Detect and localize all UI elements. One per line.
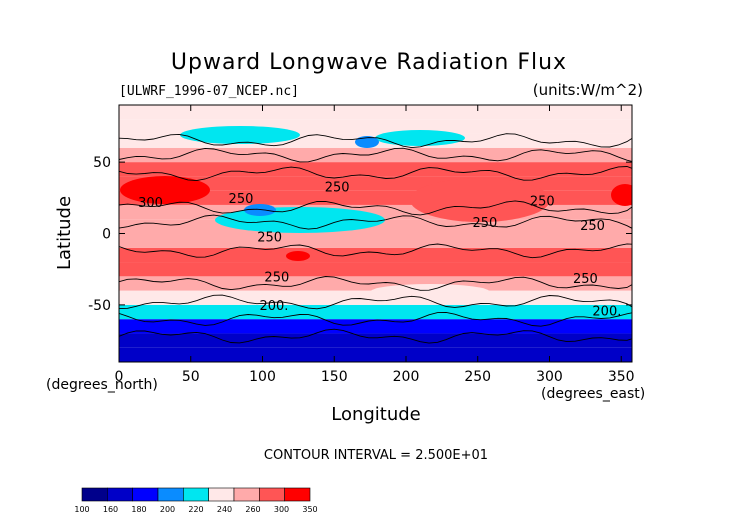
colorbar-label: 260 xyxy=(245,505,260,514)
contour-label: 250 xyxy=(257,230,282,245)
colorbar-label: 240 xyxy=(217,505,232,514)
colorbar: 100 160 180 200 220 240 260 300 350 xyxy=(74,487,318,514)
field-band xyxy=(119,105,632,120)
field-band xyxy=(119,290,632,305)
field-band xyxy=(119,333,632,348)
colorbar-label: 180 xyxy=(131,505,146,514)
contour-line xyxy=(119,133,632,149)
y-tick-label: -50 xyxy=(88,298,111,314)
colorbar-label: 160 xyxy=(103,505,118,514)
contour-label: 200. xyxy=(592,305,621,320)
source-label: [ULWRF_1996-07_NCEP.nc] xyxy=(119,84,299,99)
x-tick-label: 350 xyxy=(608,369,635,385)
colorbar-swatch xyxy=(107,487,133,502)
contour-line xyxy=(119,311,632,327)
contour-line xyxy=(119,147,632,163)
contour-line xyxy=(119,243,632,259)
field-features xyxy=(120,126,632,300)
chart-title: Upward Longwave Radiation Flux xyxy=(171,50,567,75)
blue-spot-tropics xyxy=(244,204,276,216)
field-band xyxy=(119,262,632,277)
colorbar-label: 300 xyxy=(274,505,289,514)
blue-spot-north xyxy=(355,136,379,148)
red-core-west xyxy=(120,176,210,204)
field-band xyxy=(119,247,632,263)
colorbar-label: 350 xyxy=(302,505,317,514)
colorbar-swatch xyxy=(157,487,184,502)
light-patch-south xyxy=(370,284,490,300)
contour-label: 300 xyxy=(138,196,163,211)
colorbar-swatch xyxy=(233,487,260,502)
field-band xyxy=(119,233,632,248)
contour-line xyxy=(119,276,632,291)
contour-label: 250 xyxy=(573,272,598,287)
plot-area: 300 250 250 250 250 250 250 250 250 200. 200. xyxy=(118,104,633,363)
x-axis-title: Longitude xyxy=(331,404,421,425)
field-band xyxy=(119,304,632,320)
contour-interval-label: CONTOUR INTERVAL = 2.500E+01 xyxy=(264,448,488,463)
x-tick-label: 200 xyxy=(393,369,420,385)
field-band xyxy=(119,147,632,163)
units-label: (units:W/m^2) xyxy=(533,81,643,99)
contour-label: 200. xyxy=(259,299,288,314)
contour-label: 250 xyxy=(530,195,555,210)
field-band xyxy=(119,347,632,362)
y-axis-unit: (degrees_north) xyxy=(46,377,158,393)
contour-line xyxy=(119,166,632,182)
colorbar-swatch xyxy=(284,487,311,502)
contour-line xyxy=(119,200,632,216)
cyan-patch-north-2 xyxy=(375,130,465,146)
contour-label: 250 xyxy=(264,270,289,285)
y-axis: -50 0 50 xyxy=(88,155,632,314)
colorbar-swatch xyxy=(132,487,159,502)
colorbar-label: 220 xyxy=(188,505,203,514)
cyan-patch-north xyxy=(180,126,300,144)
red-core-east xyxy=(611,184,632,206)
x-tick-label: 0 xyxy=(115,369,124,385)
contour-line xyxy=(119,294,632,310)
x-tick-label: 100 xyxy=(249,369,276,385)
contour-lines xyxy=(119,133,632,344)
contour-label: 250 xyxy=(473,216,498,231)
y-tick-label: 50 xyxy=(93,155,111,171)
contour-labels: 300 250 250 250 250 250 250 250 250 200. 200. xyxy=(138,180,621,319)
colorbar-label: 100 xyxy=(74,505,89,514)
x-tick-label: 300 xyxy=(536,369,563,385)
x-axis: 0 50 100 150 200 250 300 350 xyxy=(115,105,635,385)
contour-label: 250 xyxy=(229,192,254,207)
field-band xyxy=(119,162,632,177)
red-patch-east xyxy=(410,178,550,222)
colorbar-label: 200 xyxy=(160,505,175,514)
field-band xyxy=(119,319,632,334)
colorbar-swatch xyxy=(81,487,108,502)
x-tick-label: 50 xyxy=(182,369,200,385)
red-spot-south xyxy=(286,251,310,261)
x-axis-unit: (degrees_east) xyxy=(541,386,645,402)
contour-label: 250 xyxy=(325,180,350,195)
y-axis-title: Latitude xyxy=(54,196,75,270)
colorbar-swatch xyxy=(183,487,209,502)
colorbar-swatch xyxy=(208,487,235,502)
contour-line xyxy=(119,328,632,344)
contour-label: 250 xyxy=(580,219,605,234)
y-tick-label: 0 xyxy=(102,227,111,243)
x-tick-label: 250 xyxy=(464,369,491,385)
colorbar-swatch xyxy=(259,487,285,502)
contour-line xyxy=(119,214,632,230)
x-tick-label: 150 xyxy=(321,369,348,385)
